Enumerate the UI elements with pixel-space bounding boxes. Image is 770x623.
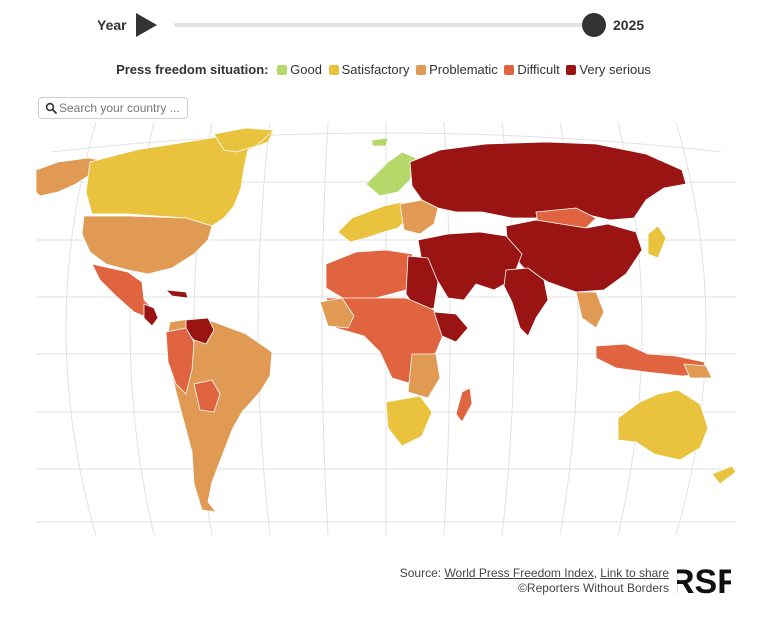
iceland[interactable]	[371, 137, 389, 147]
japan[interactable]	[647, 225, 667, 259]
legend-item-problematic: Problematic	[416, 62, 498, 77]
source-link[interactable]: World Press Freedom Index	[444, 566, 594, 580]
legend: Press freedom situation: Good Satisfacto…	[0, 62, 770, 77]
legend-swatch	[566, 65, 577, 75]
legend-item-good: Good	[277, 62, 322, 77]
north-africa[interactable]	[325, 249, 419, 301]
legend-item-very-serious: Very serious	[566, 62, 651, 77]
year-label: Year	[97, 17, 127, 33]
cuba[interactable]	[165, 289, 189, 299]
madagascar[interactable]	[455, 387, 473, 423]
india[interactable]	[503, 267, 549, 337]
country-search[interactable]	[38, 97, 188, 119]
svg-text:RSF: RSF	[677, 563, 731, 598]
southern-africa[interactable]	[385, 395, 433, 447]
source-line: Source: World Press Freedom Index, Link …	[399, 566, 669, 580]
year-slider-thumb[interactable]	[582, 13, 606, 37]
peru-colombia[interactable]	[165, 327, 195, 395]
australia[interactable]	[617, 389, 709, 461]
usa[interactable]	[81, 215, 213, 275]
play-button[interactable]	[136, 13, 157, 37]
footer: Source: World Press Freedom Index, Link …	[300, 566, 669, 596]
copyright: ©Reporters Without Borders	[518, 581, 669, 595]
scandinavia[interactable]	[365, 151, 417, 197]
legend-swatch	[328, 65, 339, 75]
west-africa[interactable]	[319, 297, 355, 329]
legend-item-difficult: Difficult	[504, 62, 560, 77]
rsf-logo: RSF	[677, 563, 731, 598]
share-link[interactable]: Link to share	[600, 566, 669, 580]
sudan-egypt[interactable]	[405, 255, 439, 313]
greenland[interactable]	[213, 127, 275, 153]
russia[interactable]	[409, 141, 687, 221]
southeast-asia[interactable]	[575, 291, 605, 329]
east-africa[interactable]	[407, 353, 441, 399]
legend-swatch	[277, 65, 288, 75]
legend-swatch	[504, 65, 515, 75]
legend-item-satisfactory: Satisfactory	[328, 62, 409, 77]
bolivia-paraguay[interactable]	[193, 379, 221, 413]
search-input[interactable]	[59, 100, 183, 116]
horn-of-africa[interactable]	[433, 311, 469, 343]
year-control: Year 2025	[0, 12, 770, 38]
world-map	[36, 122, 736, 535]
search-icon	[45, 102, 57, 114]
papua[interactable]	[683, 363, 713, 379]
year-slider-track[interactable]	[174, 23, 594, 27]
central-america[interactable]	[143, 303, 159, 327]
new-zealand[interactable]	[711, 465, 736, 485]
countries	[36, 127, 736, 513]
western-europe[interactable]	[337, 201, 409, 243]
legend-title: Press freedom situation:	[116, 62, 269, 77]
legend-swatch	[416, 65, 427, 75]
year-value: 2025	[613, 17, 645, 33]
